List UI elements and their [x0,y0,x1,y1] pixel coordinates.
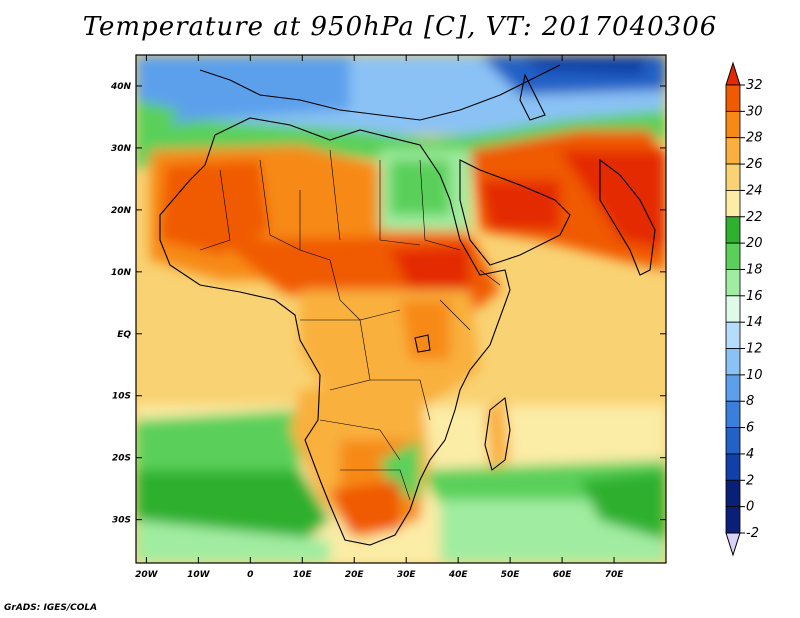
plot-frame [135,54,667,564]
india-coastline [599,158,656,276]
colorbar-label: 32 [746,78,763,93]
colorbar-segment [725,216,741,244]
lake-victoria [414,334,431,353]
colorbar-label: 24 [746,183,763,198]
colorbar-segment [725,269,741,297]
caspian [519,73,546,121]
axis-labels: 20W 10W 0 10E 20E 30E 40E 50E 60E 70E 40N 30N 20N 10N… [110,82,624,580]
axis-ticks [136,55,666,563]
colorbar-label: 4 [746,447,754,462]
lon-label: 10E [293,570,313,580]
colorbar-label: 14 [746,315,763,330]
arabia-coastline [459,159,571,266]
lon-label: 20E [345,570,365,580]
credit-text: GrADS: IGES/COLA [4,603,98,613]
lat-label: 30N [111,144,132,154]
lat-label: 40N [110,82,132,92]
lon-label: 50E [501,570,521,580]
colorbar-bottom-triangle [725,532,741,557]
colorbar-segment [725,295,741,323]
colorbar-segment [725,242,741,270]
temperature-field [136,55,666,563]
colorbar-label: 28 [746,131,763,146]
colorbar-segment [725,190,741,218]
lon-label: 60E [553,570,573,580]
lon-label: 0 [247,570,253,580]
madagascar-coastline [484,396,511,471]
colorbar-label: 18 [746,262,763,277]
colorbar-label: 30 [746,104,763,119]
country-borders [199,149,501,501]
colorbar-label: 8 [746,394,754,409]
lon-label: 70E [605,570,625,580]
colorbar-label: 10 [746,368,763,383]
map-title: Temperature at 950hPa [C], VT: 201704030… [82,12,718,42]
colorbar-segment [725,427,741,455]
colorbar-segment [725,506,741,534]
colorbar-label: 22 [746,210,763,225]
colorbar-segment [725,374,741,402]
lon-label: 30E [397,570,417,580]
lon-label: 40E [448,570,469,580]
europe-coastline [199,64,561,121]
colorbar-segment [725,348,741,376]
lat-label: 10S [112,392,131,402]
colorbar-label: 0 [746,500,754,515]
lat-label: 20N [111,206,132,216]
colorbar-label: 12 [746,342,763,357]
colorbar-segment [725,137,741,165]
colorbar-segment [725,400,741,428]
colorbar-segment [725,453,741,481]
lon-label: 20W [135,570,159,580]
lat-label: 30S [112,516,131,526]
lat-label: 20S [112,454,131,464]
lon-label: 10W [187,570,211,580]
colorbar-label: -2 [746,526,759,541]
colorbar-label: 26 [746,157,763,172]
coastlines [159,64,656,546]
colorbar-label: 6 [746,421,754,436]
africa-coastline [159,117,511,546]
colorbar-label: 16 [746,289,763,304]
colorbar-segment [725,163,741,191]
colorbar-segment [725,110,741,139]
lat-label: EQ [117,330,131,340]
colorbar-label: 20 [746,236,763,251]
colorbar-segment [725,84,741,112]
colorbar-label: 2 [746,473,754,488]
colorbar-segment [725,479,741,508]
lat-label: 10N [111,268,132,278]
colorbar-segment [725,321,741,349]
colorbar-top-triangle [725,61,741,86]
